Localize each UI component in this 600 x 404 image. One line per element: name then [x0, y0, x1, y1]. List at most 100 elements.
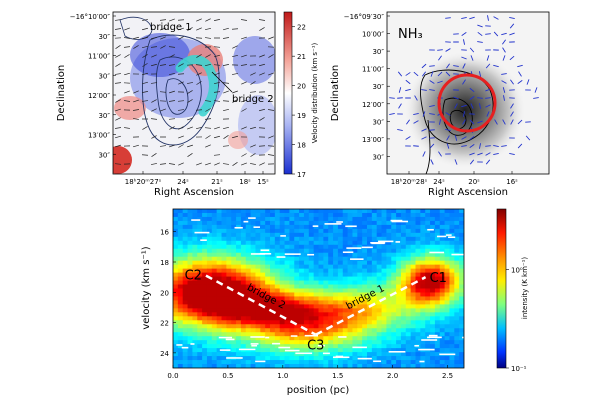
pv-cell [401, 320, 406, 324]
pv-cell [197, 221, 202, 225]
pv-cell [352, 332, 357, 336]
y-axis-label: Declination [330, 65, 341, 122]
x-tick-label: 24ˢ [433, 178, 445, 186]
pv-cell [416, 320, 421, 324]
pv-cell [217, 340, 222, 344]
pv-cell [309, 233, 314, 237]
pv-cell [372, 229, 377, 233]
pv-cell [231, 292, 236, 296]
pv-cell [173, 261, 178, 265]
pv-cell [231, 249, 236, 253]
pv-cell [377, 356, 382, 360]
pv-cell [401, 300, 406, 304]
pv-cell [183, 356, 188, 360]
pv-cell [260, 209, 265, 213]
pv-cell [202, 308, 207, 312]
pv-cell [183, 261, 188, 265]
pv-cell [294, 289, 299, 293]
pv-cell [454, 340, 459, 344]
pv-cell [251, 229, 256, 233]
pv-cell [260, 261, 265, 265]
pv-cell [367, 320, 372, 324]
pv-cell [440, 237, 445, 241]
pv-cell [333, 344, 338, 348]
pv-cell [362, 237, 367, 241]
pv-cell [294, 316, 299, 320]
pv-cell [343, 328, 348, 332]
pv-cell [217, 273, 222, 277]
pv-cell [420, 332, 425, 336]
pv-cell [401, 308, 406, 312]
noise-mark [244, 221, 249, 223]
noise-mark [418, 349, 434, 351]
pv-cell [357, 249, 362, 253]
pv-cell [202, 352, 207, 356]
pv-cell [401, 229, 406, 233]
pv-cell [386, 257, 391, 261]
pv-cell [430, 241, 435, 245]
pv-cell [416, 213, 421, 217]
pv-cell [285, 225, 290, 229]
pv-cell [314, 261, 319, 265]
pv-cell [338, 261, 343, 265]
pv-cell [406, 249, 411, 253]
pv-cell [343, 221, 348, 225]
pv-cell [236, 237, 241, 241]
pv-cell [357, 261, 362, 265]
pv-cell [440, 245, 445, 249]
pv-cell [328, 356, 333, 360]
pv-cell [323, 257, 328, 261]
pv-cell [401, 257, 406, 261]
pv-cell [265, 257, 270, 261]
pv-cell [420, 265, 425, 269]
pv-cell [188, 336, 193, 340]
pv-cell [275, 324, 280, 328]
pv-cell [386, 300, 391, 304]
pv-cell [202, 233, 207, 237]
pv-cell [319, 289, 324, 293]
pv-cell [217, 213, 222, 217]
pv-cell [328, 233, 333, 237]
pv-cell [440, 332, 445, 336]
pv-cell [314, 245, 319, 249]
pv-cell [454, 320, 459, 324]
pv-cell [226, 324, 231, 328]
pv-cell [270, 281, 275, 285]
pv-cell [377, 348, 382, 352]
pv-cell [382, 217, 387, 221]
pv-cell [406, 265, 411, 269]
pv-cell [255, 352, 260, 356]
pv-cell [260, 229, 265, 233]
pv-cell [314, 241, 319, 245]
pv-cell [188, 209, 193, 213]
pv-cell [226, 281, 231, 285]
pv-cell [265, 316, 270, 320]
pv-cell [188, 229, 193, 233]
pv-cell [260, 213, 265, 217]
pv-cell [343, 277, 348, 281]
pv-cell [280, 273, 285, 277]
pv-cell [406, 332, 411, 336]
pv-cell [420, 324, 425, 328]
pv-cell [391, 257, 396, 261]
pv-cell [207, 213, 212, 217]
pv-cell [372, 316, 377, 320]
pv-cell [192, 324, 197, 328]
pv-cell [173, 217, 178, 221]
pv-cell [236, 265, 241, 269]
polarization-vector [445, 18, 451, 19]
pv-cell [183, 348, 188, 352]
pv-cell [362, 281, 367, 285]
pv-cell [217, 344, 222, 348]
pv-cell [352, 213, 357, 217]
pv-cell [367, 221, 372, 225]
pv-cell [294, 360, 299, 364]
y-tick-label: 13′00″ [362, 136, 384, 144]
pv-cell [178, 257, 183, 261]
pv-cell [416, 249, 421, 253]
velocity-colorbar [284, 12, 292, 174]
pv-cell [352, 340, 357, 344]
pv-cell [362, 241, 367, 245]
pv-cell [454, 360, 459, 364]
pv-cell [212, 217, 217, 221]
